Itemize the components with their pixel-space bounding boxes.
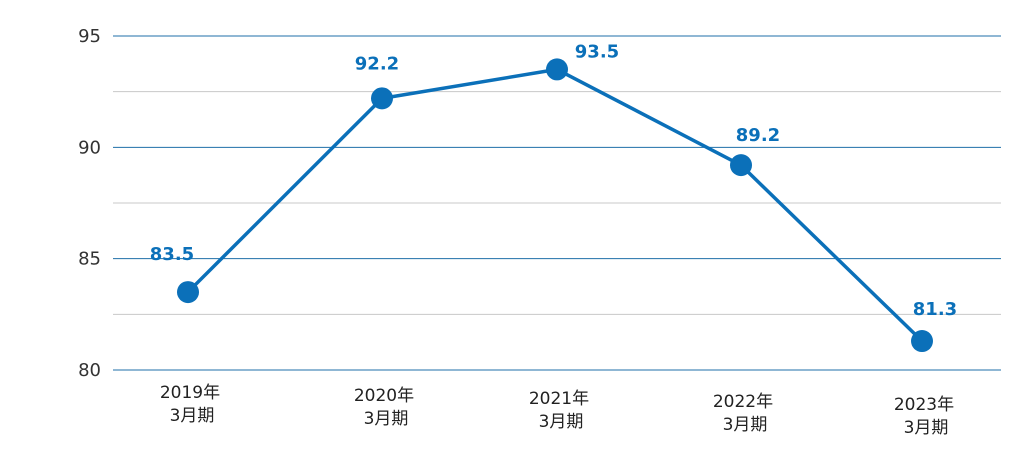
x-category-label: 3月期 — [904, 418, 949, 438]
data-labels: 83.5 92.2 93.5 89.2 81.3 — [150, 41, 957, 320]
data-point — [371, 87, 393, 110]
y-tick-label: 85 — [78, 249, 101, 270]
gridlines — [113, 35, 1001, 371]
x-category-label: 3月期 — [539, 412, 584, 432]
x-category-label: 3月期 — [170, 406, 215, 426]
data-point — [730, 154, 752, 177]
data-point — [177, 281, 199, 304]
data-label: 92.2 — [355, 53, 399, 74]
data-label: 89.2 — [736, 125, 780, 146]
x-category-label: 3月期 — [723, 415, 768, 435]
series-line — [186, 67, 924, 343]
x-category-label: 2022年 — [713, 392, 773, 412]
x-category-label: 2023年 — [894, 395, 954, 415]
y-tick-label: 90 — [78, 137, 101, 158]
x-category-label: 2020年 — [354, 386, 414, 406]
x-category-label: 2021年 — [529, 389, 589, 409]
data-point — [546, 58, 568, 81]
y-axis-tick-labels: 80 85 90 95 — [78, 26, 101, 381]
data-label: 81.3 — [913, 299, 957, 320]
data-label: 93.5 — [575, 41, 619, 62]
x-category-label: 3月期 — [364, 409, 409, 429]
x-axis-category-labels: 2019年 3月期 2020年 3月期 2021年 3月期 2022年 3月期 2023年 3月期 — [160, 383, 954, 438]
y-tick-label: 95 — [78, 26, 101, 47]
data-point — [911, 330, 933, 353]
series-line-group — [177, 58, 933, 353]
data-label: 83.5 — [150, 244, 194, 265]
y-tick-label: 80 — [78, 360, 101, 381]
x-category-label: 2019年 — [160, 383, 220, 403]
